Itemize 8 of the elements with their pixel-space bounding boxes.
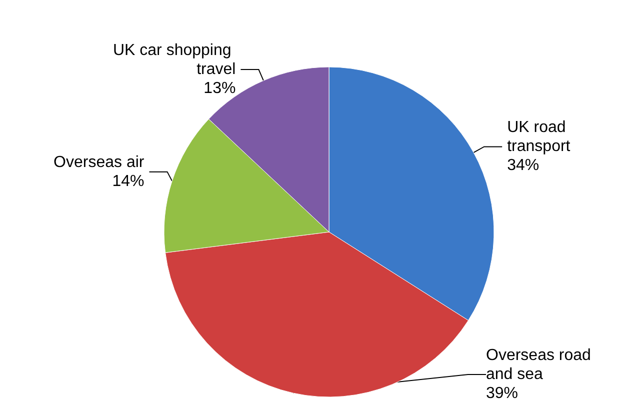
data-label: 13%: [204, 80, 236, 98]
data-label: 39%: [486, 385, 518, 402]
data-label: 34%: [507, 157, 540, 174]
slice-label: Overseas road and sea: [486, 347, 596, 383]
slice-label: Overseas air: [54, 154, 145, 171]
slice-label: UK road transport: [507, 119, 571, 156]
data-label: 14%: [112, 172, 144, 190]
slice-label: UK car shopping travel: [112, 42, 236, 78]
